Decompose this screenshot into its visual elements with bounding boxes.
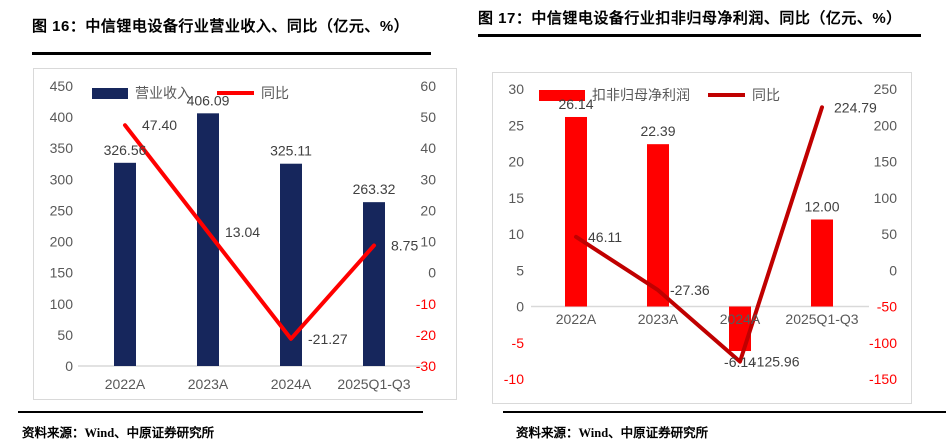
revenue-chart-legend: 营业收入 同比 bbox=[92, 83, 289, 103]
left-axis-tick-label: 300 bbox=[50, 171, 74, 187]
category-label: 2025Q1-Q3 bbox=[337, 376, 410, 392]
right-axis-tick-label: 40 bbox=[420, 140, 436, 156]
bar-2025Q1-Q3 bbox=[811, 219, 833, 307]
figure-16-panel: 图 16：中信锂电设备行业营业收入、同比（亿元、%） 营业收入 同比 326.5… bbox=[18, 16, 457, 441]
right-axis-tick-label: 10 bbox=[420, 234, 436, 250]
left-axis-tick-label: 450 bbox=[50, 78, 74, 94]
bar-2022A bbox=[114, 162, 136, 366]
bar-value-label: 12.00 bbox=[804, 199, 839, 215]
net-profit-chart: 扣非归母净利润 同比 26.14 22.39 -6.14 12.00 46.11 -27.… bbox=[492, 72, 912, 404]
trend-line bbox=[123, 123, 376, 341]
bar-value-label: 26.14 bbox=[558, 96, 593, 112]
category-label: 2024A bbox=[720, 311, 761, 327]
figure-16-title: 图 16：中信锂电设备行业营业收入、同比（亿元、%） bbox=[32, 16, 431, 55]
legend-line-label: 同比 bbox=[752, 87, 780, 103]
right-axis-tick-label: 0 bbox=[889, 262, 897, 278]
bar-2025Q1-Q3 bbox=[363, 202, 385, 366]
right-axis-tick-label: 50 bbox=[881, 226, 897, 242]
bar-2023A bbox=[647, 144, 669, 307]
left-axis-tick-label: 400 bbox=[50, 109, 74, 125]
line-value-label: 13.04 bbox=[225, 224, 260, 240]
left-axis-tick-label: -10 bbox=[504, 371, 524, 387]
right-axis-tick-label: 30 bbox=[420, 171, 436, 187]
left-axis-tick-label: 250 bbox=[50, 202, 74, 218]
right-axis-tick-label: -10 bbox=[416, 296, 436, 312]
left-axis-tick-label: 25 bbox=[508, 117, 524, 133]
bar-series-swatch bbox=[539, 89, 585, 101]
category-label: 2023A bbox=[638, 311, 679, 327]
figure-17-source: 资料来源：Wind、中原证券研究所 bbox=[503, 411, 946, 441]
figure-17-title: 图 17：中信锂电设备行业扣非归母净利润、同比（亿元、%） bbox=[478, 8, 921, 37]
right-axis-tick-label: 60 bbox=[420, 78, 436, 94]
category-label: 2024A bbox=[271, 376, 312, 392]
right-axis-tick-label: 50 bbox=[420, 109, 436, 125]
figure-16-source: 资料来源：Wind、中原证券研究所 bbox=[18, 411, 423, 441]
legend-bar-label: 扣非归母净利润 bbox=[592, 87, 690, 103]
revenue-chart: 营业收入 同比 326.56 406.09 325.11 263.32 47.40 13.… bbox=[33, 68, 457, 400]
legend-line-label: 同比 bbox=[261, 85, 289, 101]
legend-bar-label: 营业收入 bbox=[135, 85, 191, 101]
legend-item-net-profit: 扣非归母净利润 bbox=[539, 85, 690, 105]
right-axis-tick-label: 20 bbox=[420, 202, 436, 218]
category-label: 2022A bbox=[556, 311, 597, 327]
category-label: 2023A bbox=[188, 376, 229, 392]
left-axis-tick-label: 50 bbox=[57, 327, 73, 343]
line-value-label: 224.79 bbox=[834, 99, 877, 115]
left-axis-tick-label: 20 bbox=[508, 154, 524, 170]
right-axis-tick-label: -100 bbox=[869, 335, 897, 351]
right-axis-tick-label: -20 bbox=[416, 327, 436, 343]
right-axis-tick-label: -50 bbox=[877, 299, 897, 315]
category-label: 2022A bbox=[105, 376, 146, 392]
bar-value-label: 22.39 bbox=[640, 123, 675, 139]
line-value-label: -27.36 bbox=[670, 282, 710, 298]
right-axis-tick-label: -30 bbox=[416, 358, 436, 374]
left-axis-tick-label: 30 bbox=[508, 81, 524, 97]
right-axis-tick-label: 200 bbox=[874, 117, 898, 133]
legend-item-yoy: 同比 bbox=[708, 85, 780, 105]
left-axis-tick-label: 10 bbox=[508, 226, 524, 242]
line-value-label: 46.11 bbox=[588, 229, 622, 245]
bar-value-label: 263.32 bbox=[353, 181, 396, 197]
bar-2023A bbox=[197, 113, 219, 366]
left-axis-tick-label: 200 bbox=[50, 234, 74, 250]
bar-value-label: 325.11 bbox=[270, 143, 312, 159]
legend-item-yoy: 同比 bbox=[217, 83, 289, 103]
net-profit-chart-plot: 26.14 22.39 -6.14 12.00 46.11 -27.36 -125.96 22… bbox=[504, 81, 898, 387]
right-axis-tick-label: 250 bbox=[874, 81, 898, 97]
trend-line bbox=[574, 105, 824, 364]
revenue-chart-plot: 326.56 406.09 325.11 263.32 47.40 13.04 -21.27… bbox=[50, 78, 437, 392]
right-axis-tick-label: -150 bbox=[869, 371, 897, 387]
left-axis-tick-label: 350 bbox=[50, 140, 74, 156]
bar-series-swatch bbox=[92, 87, 128, 99]
left-axis-tick-label: 5 bbox=[516, 262, 524, 278]
left-axis-tick-label: 15 bbox=[508, 190, 524, 206]
bar-value-label: 326.56 bbox=[104, 142, 147, 158]
left-axis-tick-label: 100 bbox=[50, 296, 74, 312]
category-label: 2025Q1-Q3 bbox=[785, 311, 858, 327]
bar-2022A bbox=[565, 116, 587, 307]
left-axis-tick-label: -5 bbox=[512, 335, 525, 351]
right-axis-tick-label: 0 bbox=[428, 265, 436, 281]
net-profit-chart-legend: 扣非归母净利润 同比 bbox=[539, 85, 780, 105]
line-value-label: 8.75 bbox=[391, 237, 418, 253]
bar-value-label: -6.14 bbox=[724, 354, 756, 370]
line-series-swatch bbox=[217, 91, 254, 95]
left-axis-tick-label: 0 bbox=[65, 358, 73, 374]
figure-17-panel: 图 17：中信锂电设备行业扣非归母净利润、同比（亿元、%） 扣非归母净利润 同比… bbox=[473, 0, 946, 446]
line-value-label: -21.27 bbox=[308, 331, 348, 347]
line-series-swatch bbox=[708, 93, 745, 97]
line-value-label: 47.40 bbox=[142, 117, 177, 133]
right-axis-tick-label: 150 bbox=[874, 154, 898, 170]
left-axis-tick-label: 0 bbox=[516, 299, 524, 315]
right-axis-tick-label: 100 bbox=[874, 190, 898, 206]
bar-value-label: 406.09 bbox=[187, 92, 230, 108]
bar-2024A bbox=[280, 163, 302, 366]
line-value-label: -125.96 bbox=[752, 354, 800, 370]
left-axis-tick-label: 150 bbox=[50, 265, 74, 281]
legend-item-revenue: 营业收入 bbox=[92, 83, 191, 103]
